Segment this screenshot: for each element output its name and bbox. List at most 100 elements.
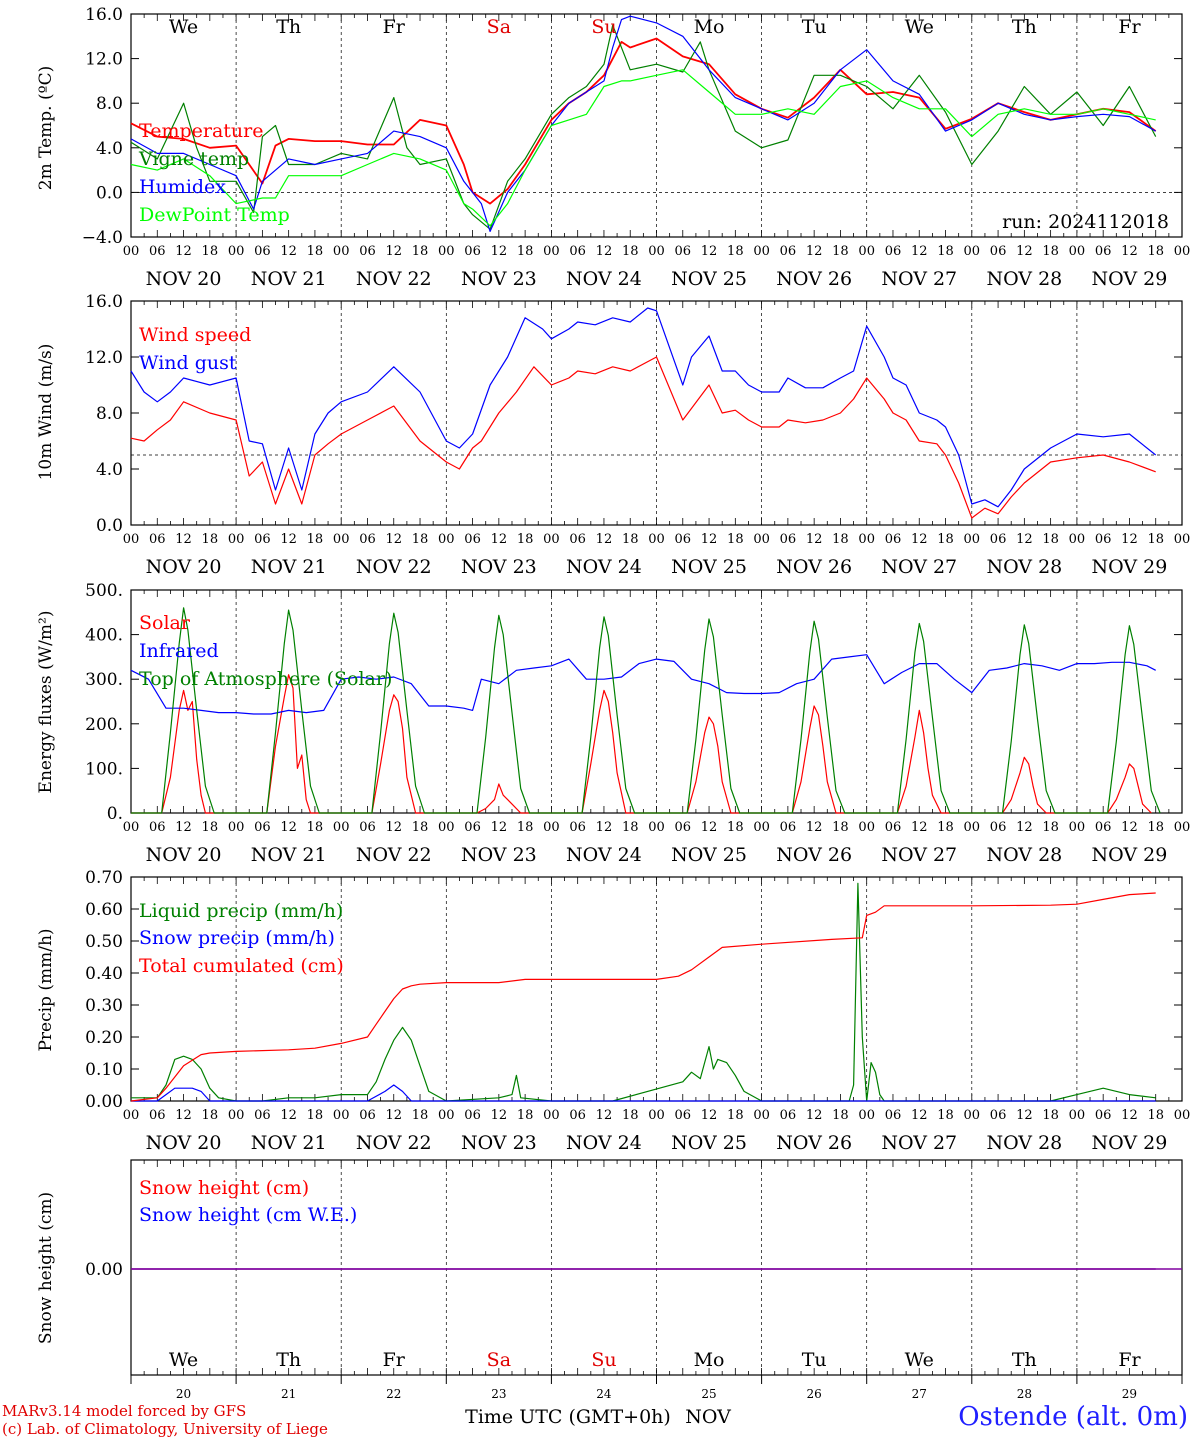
hour-tick-label: 18 xyxy=(937,1108,954,1123)
hour-tick-label: 18 xyxy=(1042,820,1059,835)
day-label: NOV 27 xyxy=(881,268,957,290)
y-axis-label: 2m Temp. (ºC) xyxy=(36,66,56,191)
hour-tick-label: 06 xyxy=(1095,244,1112,259)
weekday-label-bottom: Sa xyxy=(487,1349,511,1371)
hour-tick-label: 06 xyxy=(780,820,797,835)
hour-tick-label: 00 xyxy=(123,532,140,547)
y-axis-label: Snow height (cm) xyxy=(36,1192,56,1344)
hour-tick-label: 00 xyxy=(648,532,665,547)
hour-tick-label: 18 xyxy=(1147,532,1164,547)
hour-tick-label: 12 xyxy=(911,532,928,547)
weekday-label: Fr xyxy=(1118,16,1141,38)
hour-tick-label: 12 xyxy=(911,820,928,835)
y-tick-label: 16.0 xyxy=(85,5,123,25)
hour-tick-label: 12 xyxy=(1016,532,1033,547)
hour-tick-label: 00 xyxy=(543,244,560,259)
hour-tick-label: 00 xyxy=(858,532,875,547)
hour-tick-label: 00 xyxy=(648,820,665,835)
hour-tick-label: 12 xyxy=(1016,1108,1033,1123)
hour-tick-label: 18 xyxy=(1147,244,1164,259)
hour-tick-label: 00 xyxy=(858,820,875,835)
hour-tick-label: 00 xyxy=(648,244,665,259)
hour-tick-label: 00 xyxy=(228,1108,245,1123)
y-tick-label: 8.0 xyxy=(96,94,123,114)
series-line-humidex xyxy=(130,15,1156,232)
hour-tick-label: 06 xyxy=(675,532,692,547)
series-line-temperature xyxy=(130,37,1157,205)
series-line-total-cumulated-cm- xyxy=(130,892,1156,1102)
day-number: 20 xyxy=(176,1387,191,1401)
hour-tick-label: 06 xyxy=(464,820,481,835)
day-label: NOV 25 xyxy=(671,1132,747,1154)
y-tick-label: 0.30 xyxy=(85,996,123,1016)
legend-entry: Temperature xyxy=(139,120,263,142)
panel-5: 0.00 Snow height (cm) Snow height (cm) Snow… xyxy=(36,1159,1183,1376)
y-tick-label: 100. xyxy=(85,759,123,779)
y-tick-label: 300. xyxy=(85,670,123,690)
weekday-label-bottom: Su xyxy=(591,1349,616,1371)
weekday-label: Th xyxy=(276,16,301,38)
hour-tick-label: 12 xyxy=(280,820,297,835)
hour-tick-label: 06 xyxy=(885,820,902,835)
panel-frame xyxy=(130,589,1183,814)
y-axis-label: Precip (mm/h) xyxy=(36,928,56,1051)
hour-tick-label: 06 xyxy=(990,1108,1007,1123)
hour-tick-label: 18 xyxy=(1147,1108,1164,1123)
hour-tick-label: 12 xyxy=(280,1108,297,1123)
hour-tick-label: 12 xyxy=(385,532,402,547)
hour-tick-label: 12 xyxy=(596,532,613,547)
legend-entry: Liquid precip (mm/h) xyxy=(139,900,343,922)
y-tick-label: 16.0 xyxy=(85,292,123,312)
hour-tick-label: 00 xyxy=(333,1108,350,1123)
day-label: NOV 23 xyxy=(461,844,537,866)
legend-entry: Wind gust xyxy=(139,352,237,374)
hour-tick-label: 06 xyxy=(675,1108,692,1123)
hour-tick-label: 12 xyxy=(1121,532,1138,547)
day-label: NOV 28 xyxy=(986,268,1062,290)
hour-tick-label: 06 xyxy=(359,1108,376,1123)
weekday-label-bottom: Th xyxy=(1012,1349,1037,1371)
hour-tick-label: 12 xyxy=(911,244,928,259)
hour-tick-label: 06 xyxy=(149,532,166,547)
hour-tick-label: 06 xyxy=(464,1108,481,1123)
day-label: NOV 29 xyxy=(1092,844,1168,866)
hour-tick-label: 18 xyxy=(1147,820,1164,835)
y-tick-label: 0.50 xyxy=(85,932,123,952)
hour-tick-label: 06 xyxy=(990,244,1007,259)
day-label: NOV 23 xyxy=(461,1132,537,1154)
hour-tick-label: 00 xyxy=(333,244,350,259)
day-label: NOV 21 xyxy=(251,268,327,290)
series-line-top-of-atmosphere-solar- xyxy=(131,607,1161,814)
hour-tick-label: 12 xyxy=(175,820,192,835)
day-number: 27 xyxy=(912,1387,927,1401)
hour-tick-label: 00 xyxy=(1069,1108,1086,1123)
panel-2: 0.0 4.0 8.0 12.0 16.0 10m Wind (m/s) Wind spee… xyxy=(36,292,1190,578)
series-line-infrared xyxy=(130,654,1156,715)
weekday-label-bottom: Th xyxy=(276,1349,301,1371)
hour-tick-label: 12 xyxy=(701,532,718,547)
hour-tick-label: 18 xyxy=(307,532,324,547)
hour-tick-label: 12 xyxy=(1016,820,1033,835)
hour-tick-label: 00 xyxy=(1174,532,1191,547)
hour-tick-label: 18 xyxy=(307,1108,324,1123)
hour-tick-label: 00 xyxy=(1174,820,1191,835)
hour-tick-label: 12 xyxy=(1121,244,1138,259)
hour-tick-label: 18 xyxy=(727,244,744,259)
hour-tick-label: 00 xyxy=(333,532,350,547)
hour-tick-label: 00 xyxy=(543,820,560,835)
hour-tick-label: 06 xyxy=(885,532,902,547)
weekday-label-bottom: Fr xyxy=(1118,1349,1141,1371)
hour-tick-label: 12 xyxy=(806,820,823,835)
day-label: NOV 27 xyxy=(881,1132,957,1154)
day-number: 22 xyxy=(386,1387,401,1401)
hour-tick-label: 18 xyxy=(307,244,324,259)
day-number: 21 xyxy=(281,1387,296,1401)
day-label: NOV 24 xyxy=(566,268,642,290)
hour-tick-label: 18 xyxy=(727,1108,744,1123)
day-label: NOV 26 xyxy=(776,1132,852,1154)
weekday-label: We xyxy=(169,16,198,38)
y-tick-label: 400. xyxy=(85,626,123,646)
hour-tick-label: 00 xyxy=(123,244,140,259)
hour-tick-label: 12 xyxy=(596,1108,613,1123)
hour-tick-label: 06 xyxy=(675,820,692,835)
